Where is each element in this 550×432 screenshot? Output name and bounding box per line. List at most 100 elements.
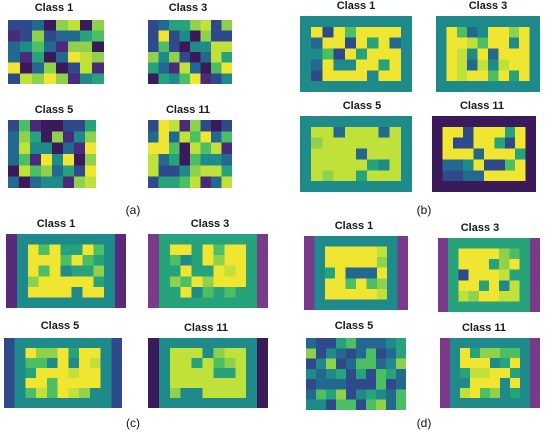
heatmap-cell [180, 398, 193, 408]
heatmap-cell [498, 81, 510, 92]
heatmap-cell [397, 267, 408, 279]
heatmap-cell [14, 368, 26, 379]
heatmap-cell [519, 26, 531, 39]
heatmap-cell [438, 259, 449, 271]
heatmap-cell [389, 137, 402, 150]
heatmap-cell [463, 126, 475, 139]
heatmap-cell [89, 378, 102, 389]
heatmap-cell [515, 148, 527, 160]
heatmap-cell [335, 257, 347, 269]
heatmap-c-class1 [6, 234, 126, 308]
heatmap-cell [322, 148, 335, 160]
heatmap-cell [221, 62, 232, 74]
heatmap-cell [169, 265, 182, 277]
heatmap-cell [36, 388, 48, 399]
heatmap-cell [36, 398, 48, 408]
heatmap-cell [376, 267, 388, 279]
heatmap-cell [191, 234, 204, 246]
heatmap-cell [158, 120, 170, 132]
heatmap-cell [148, 62, 159, 74]
heatmap-cell [20, 41, 33, 53]
heatmap-cell [344, 70, 357, 82]
heatmap-cell [257, 244, 268, 256]
heatmap-cell [432, 159, 443, 171]
heatmap-cell [85, 120, 96, 132]
heatmap-cell [397, 288, 408, 300]
heatmap-cell [498, 16, 510, 28]
heatmap-cell [100, 388, 112, 399]
heatmap-cell [389, 37, 402, 50]
heatmap-cell [311, 126, 323, 139]
heatmap-cell [366, 257, 378, 269]
heatmap-cell [246, 297, 258, 308]
heatmap-cell [324, 257, 336, 269]
heatmap-cell [356, 358, 367, 370]
heatmap-cell [16, 255, 29, 267]
heatmap-cell [442, 148, 454, 160]
heatmap-cell [82, 244, 94, 256]
heatmap-cell [158, 368, 171, 379]
heatmap-cell [169, 142, 180, 155]
heatmap-cell [93, 297, 105, 308]
heatmap-cell [179, 165, 191, 178]
heatmap-cell [344, 37, 357, 50]
heatmap-cell [468, 280, 480, 292]
heatmap-cell [477, 48, 489, 60]
heatmap-d-class5 [306, 338, 406, 410]
heatmap-cell [499, 280, 510, 292]
heatmap-cell [235, 297, 247, 308]
heatmap-cell [324, 299, 336, 310]
heatmap-cell [20, 52, 33, 64]
heatmap-cell [57, 398, 69, 408]
heatmap-cell [356, 348, 367, 360]
heatmap-cell [190, 20, 201, 32]
heatmap-cell [346, 399, 357, 410]
heatmap-cell [27, 286, 40, 298]
heatmap-cell [356, 267, 367, 279]
heatmap-cell [498, 59, 510, 71]
heatmap-cell [396, 358, 406, 370]
heatmap-cell [38, 297, 51, 308]
heatmap-cell [376, 368, 387, 380]
heatmap-cell [520, 378, 531, 389]
heatmap-cell [179, 131, 191, 144]
heatmap-cell [158, 20, 170, 32]
heatmap-cell [211, 165, 222, 178]
heatmap-cell [306, 358, 317, 370]
heatmap-cell [92, 30, 104, 42]
heatmap-cell [179, 176, 191, 188]
heatmap-cell [27, 265, 40, 277]
heatmap-cell [473, 148, 485, 160]
heatmap-cell [504, 181, 516, 192]
heatmap-cell [8, 62, 21, 74]
heatmap-cell [41, 176, 53, 188]
heatmap-cell [438, 280, 449, 292]
heatmap-cell [63, 142, 75, 155]
heatmap-cell [213, 398, 225, 408]
heatmap-cell [60, 244, 72, 256]
heatmap-cell [115, 255, 126, 267]
heatmap-cell [32, 30, 45, 42]
heatmap-cell [180, 234, 193, 246]
heatmap-cell [500, 378, 511, 389]
heatmap-cell [311, 116, 323, 128]
heatmap-cell [115, 234, 126, 246]
heatmap-cell [57, 358, 69, 369]
heatmap-cell [257, 286, 268, 298]
heatmap-cell [432, 170, 443, 182]
heatmap-cell [224, 368, 236, 379]
heatmap-cell [169, 120, 180, 132]
heatmap-cell [82, 286, 94, 298]
heatmap-cell [30, 165, 42, 178]
heatmap-cell [104, 297, 116, 308]
heatmap-c-class11 [148, 338, 268, 408]
heatmap-a-class11 [148, 120, 232, 188]
heatmap-cell [367, 137, 379, 150]
heatmap-cell [509, 301, 521, 312]
heatmap-cell [396, 368, 406, 380]
heatmap-cell [322, 137, 335, 150]
heatmap-cell [104, 276, 116, 288]
heatmap-cell [221, 165, 232, 178]
heatmap-cell [519, 280, 531, 292]
heatmap-cell [213, 255, 225, 267]
